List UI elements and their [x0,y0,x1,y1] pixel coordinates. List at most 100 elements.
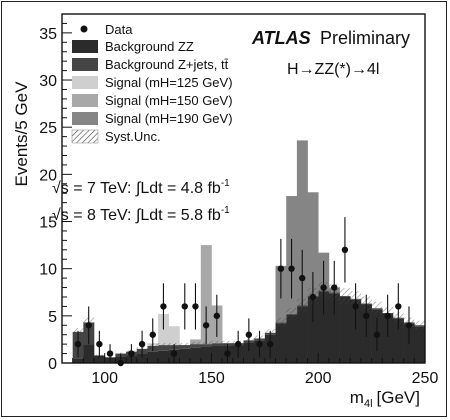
data-point-30 [395,303,402,310]
y-tick-label-25: 25 [39,120,57,137]
bar-zz-27 [350,299,362,363]
y-tick-label-5: 5 [48,309,57,326]
data-point-8 [160,303,167,310]
data-point-22 [309,293,317,301]
bar-zz-26 [339,296,351,363]
syst-band-20 [275,317,287,328]
bar-zjets-9 [158,345,170,351]
bar-zz-8 [147,351,159,363]
syst-band-14 [211,340,223,346]
bar-signal-150-12 [190,339,202,345]
y-tick-label-30: 30 [39,73,57,90]
data-point-23 [320,284,327,291]
bar-zz-2 [83,344,95,363]
x-tick-label-100: 100 [91,370,118,387]
syst-band-26 [339,287,351,305]
bar-zz-11 [179,348,191,363]
legend-swatch-zz [72,40,98,53]
legend-label-signal-190: Signal (mH=190 GeV) [105,111,233,126]
x-axis-title: m4l [GeV] [350,388,420,410]
syst-band-9 [158,342,169,348]
legend-swatch-signal-190 [72,112,98,125]
legend-label-syst: Syst.Unc. [105,129,161,144]
data-point-6 [138,340,146,348]
data-point-29 [384,312,391,320]
legend-data-label: Data [105,22,133,37]
data-point-1 [85,322,92,329]
data-point-13 [213,312,221,320]
bar-signal-190-22 [296,140,308,306]
bar-zz-14 [211,346,223,363]
process-label: H→ZZ(*)→4l [287,61,379,78]
data-point-17 [256,340,263,348]
x-tick-label-250: 250 [412,370,439,387]
data-point-3 [106,350,114,357]
x-tick-label-200: 200 [305,370,332,387]
bar-zz-20 [275,323,287,363]
data-point-11 [192,303,199,310]
bar-zz-7 [136,353,148,363]
bar-zz-33 [414,326,426,363]
legend-label-zjets: Background Z+jets, tt̄ [105,57,229,72]
atlas-label: ATLAS [251,28,311,48]
syst-band-21 [286,308,297,320]
data-point-26 [352,303,359,310]
data-point-7 [149,331,156,338]
legend: Data Background ZZ Background Z+jets, tt… [71,22,233,144]
data-point-0 [74,340,82,348]
bar-zz-9 [158,350,170,363]
bar-zz-12 [190,347,202,363]
bar-zz-23 [307,296,319,363]
data-point-9 [170,350,178,357]
data-point-5 [128,350,135,357]
data-point-15 [234,340,242,348]
bar-zz-3 [94,355,106,363]
y-tick-label-0: 0 [48,356,57,373]
legend-swatch-signal-150 [72,94,98,107]
data-point-2 [96,340,103,348]
bar-zz-24 [318,291,330,363]
syst-band-11 [179,342,191,348]
syst-band-33 [414,320,425,330]
legend-data-marker [80,25,88,33]
syst-band-12 [190,341,201,347]
data-point-20 [288,265,295,272]
y-tick-label-10: 10 [39,262,57,279]
legend-swatch-signal-125 [72,76,98,89]
data-point-31 [405,322,413,329]
syst-band-29 [371,301,383,315]
legend-swatch-zjets [72,58,98,71]
syst-band-15 [222,340,233,346]
legend-label-signal-125: Signal (mH=125 GeV) [105,75,233,90]
data-point-27 [363,312,370,320]
data-point-24 [331,284,338,291]
bar-signal-125-9 [158,313,170,346]
data-point-18 [266,340,274,348]
legend-swatch-syst [71,129,99,144]
bar-zz-1 [72,358,84,363]
bar-zz-31 [392,318,404,363]
y-tick-label-20: 20 [39,167,57,184]
legend-label-signal-150: Signal (mH=150 GeV) [105,93,233,108]
data-point-25 [341,246,349,254]
y-tick-label-35: 35 [39,26,57,43]
y-tick-label-15: 15 [39,215,57,232]
bar-zz-13 [200,346,212,363]
bar-signal-190-23 [307,192,319,297]
legend-label-zz: Background ZZ [105,39,194,54]
data-point-10 [181,303,188,310]
bar-signal-125-10 [168,326,180,346]
bar-zz-30 [382,313,394,363]
bar-zz-17 [243,342,255,363]
data-point-28 [373,331,381,338]
lumi-line-7tev: √s = 7 TeV: ∫Ldt = 4.8 fb-1 [52,178,230,197]
preliminary-label: Preliminary [320,28,410,48]
data-point-12 [202,322,210,329]
data-point-21 [299,274,306,282]
lumi-line-8tev: √s = 8 TeV: ∫Ldt = 5.8 fb-1 [52,205,230,224]
x-tick-label-150: 150 [198,370,225,387]
data-point-14 [224,350,231,357]
bar-zz-21 [286,314,298,363]
